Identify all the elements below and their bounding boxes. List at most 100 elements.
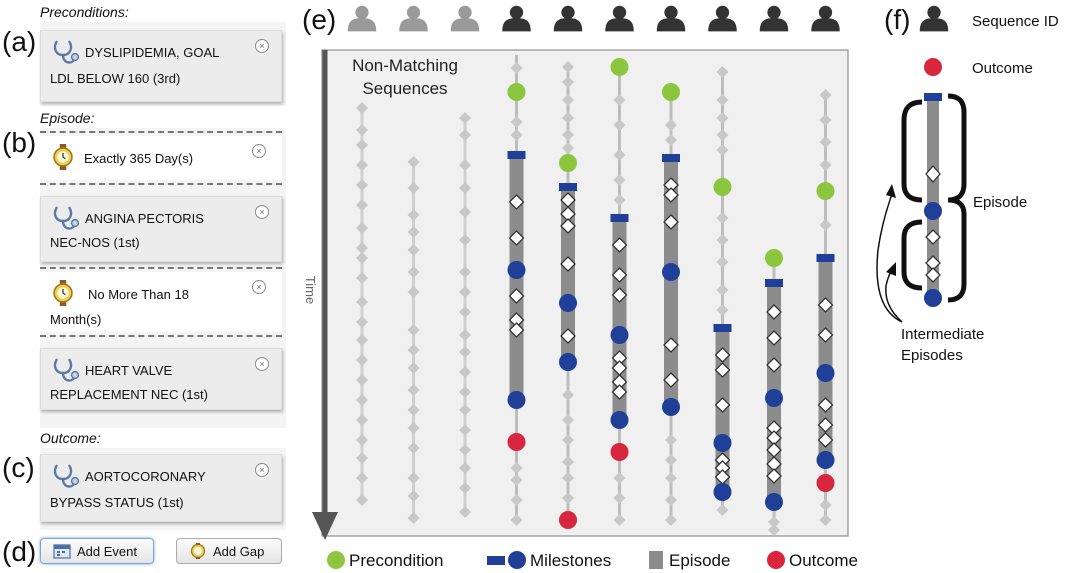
sequence-5 <box>559 61 577 529</box>
event-diamond <box>356 222 368 234</box>
episode-event-diamond <box>663 372 679 388</box>
event-diamond <box>716 112 729 124</box>
event-diamond <box>407 266 420 278</box>
event-diamond <box>562 414 574 426</box>
event-diamond <box>665 134 677 146</box>
outcome-title: Outcome: <box>40 430 101 446</box>
event-diamond <box>510 514 523 526</box>
event-diamond <box>407 362 420 374</box>
episode-event-diamond <box>714 347 731 363</box>
event-diamond <box>459 444 471 456</box>
event-diamond <box>407 209 420 221</box>
event-diamond <box>459 306 471 318</box>
milestone-circle-marker <box>662 398 680 416</box>
label-a: (a) <box>2 26 37 57</box>
event-diamond <box>459 366 471 378</box>
outcome-marker <box>559 511 577 529</box>
label-e: (e) <box>302 4 337 35</box>
event-diamond <box>665 434 677 446</box>
arrow-head-icon <box>886 184 896 198</box>
key-event-diamond <box>925 229 941 245</box>
time-label: Time <box>303 276 318 304</box>
person-icon <box>450 5 480 32</box>
event-valve-line1: HEART VALVE <box>85 363 173 378</box>
episode-event-diamond <box>714 362 731 378</box>
event-diamond <box>562 434 574 446</box>
event-diamond <box>356 272 368 284</box>
outcome-line1: AORTOCORONARY <box>85 469 206 484</box>
close-icon[interactable]: × <box>255 463 269 477</box>
episode-event-diamond <box>817 327 834 343</box>
episode-bar <box>561 187 575 362</box>
event-diamond <box>407 286 420 298</box>
event-diamond <box>716 144 729 156</box>
event-diamond <box>356 296 368 308</box>
key-episode-label: Episode <box>973 194 1027 211</box>
event-diamond <box>819 219 832 231</box>
add-gap-button[interactable]: Add Gap <box>176 538 282 564</box>
event-diamond <box>819 159 832 171</box>
outcome-card[interactable]: AORTOCORONARY BYPASS STATUS (1st) × <box>40 454 282 522</box>
clock-icon <box>53 280 73 306</box>
close-icon[interactable]: × <box>255 39 269 53</box>
event-diamond <box>768 524 780 536</box>
milestone-bar-marker <box>765 279 783 287</box>
episode-event-diamond <box>817 297 834 313</box>
event-diamond <box>356 124 368 136</box>
key-panel: Sequence ID Outcome Episode Intermediate… <box>876 5 1059 364</box>
event-diamond <box>407 472 420 484</box>
event-diamond <box>613 194 626 206</box>
event-diamond <box>459 286 471 298</box>
precondition-card-line2: LDL BELOW 160 (3rd) <box>50 71 181 86</box>
close-icon[interactable]: × <box>255 357 269 371</box>
episode-event-diamond <box>766 330 782 346</box>
milestone-bar-marker <box>662 154 680 162</box>
event-diamond <box>613 472 626 484</box>
event-diamond <box>819 514 832 526</box>
event-diamond <box>562 456 574 468</box>
event-diamond <box>407 422 420 434</box>
add-event-button[interactable]: Add Event <box>40 538 154 564</box>
milestone-circle-marker <box>662 263 680 281</box>
event-diamond <box>613 149 626 161</box>
close-icon[interactable]: × <box>255 205 269 219</box>
legend-milestone-circle-marker <box>508 551 526 569</box>
close-icon[interactable]: × <box>252 144 266 158</box>
person-icon <box>347 5 377 32</box>
event-diamond <box>819 499 832 511</box>
episode-title: Episode: <box>40 110 95 126</box>
event-diamond <box>356 316 368 328</box>
legend-milestones: Milestones <box>530 551 611 570</box>
event-diamond <box>407 324 420 336</box>
event-diamond <box>356 494 368 506</box>
gap-card-max[interactable]: No More Than 18 Month(s) × <box>40 272 282 332</box>
key-episode-bar <box>927 98 939 300</box>
milestone-circle-marker <box>507 261 526 279</box>
event-diamond <box>356 452 368 464</box>
event-diamond <box>407 490 420 502</box>
event-diamond <box>562 389 574 401</box>
precondition-card-line1: DYSLIPIDEMIA, GOAL <box>85 45 220 60</box>
gap-card-exact[interactable]: Exactly 365 Day(s) × <box>40 136 282 180</box>
stethoscope-icon <box>53 40 80 64</box>
precondition-card[interactable]: DYSLIPIDEMIA, GOAL LDL BELOW 160 (3rd) × <box>40 30 282 102</box>
event-card-angina[interactable]: ANGINA PECTORIS NEC-NOS (1st) × <box>40 196 282 262</box>
event-diamond <box>407 344 420 356</box>
event-diamond <box>716 94 729 106</box>
episode-event-diamond <box>508 194 525 210</box>
milestone-circle-marker <box>765 389 783 407</box>
event-card-heart-valve[interactable]: HEART VALVE REPLACEMENT NEC (1st) × <box>40 348 282 410</box>
add-event-label: Add Event <box>77 544 137 559</box>
episode-event-diamond <box>611 384 628 400</box>
close-icon[interactable]: × <box>252 280 266 294</box>
event-diamond <box>459 506 471 518</box>
event-diamond <box>510 129 523 141</box>
person-icon <box>399 5 428 32</box>
event-diamond <box>716 304 729 316</box>
event-diamond <box>510 116 523 128</box>
legend: Precondition Milestones Episode Outcome <box>327 551 858 570</box>
add-gap-label: Add Gap <box>213 544 265 559</box>
event-diamond <box>562 492 574 504</box>
event-diamond <box>407 156 420 168</box>
episode-event-diamond <box>611 267 628 283</box>
